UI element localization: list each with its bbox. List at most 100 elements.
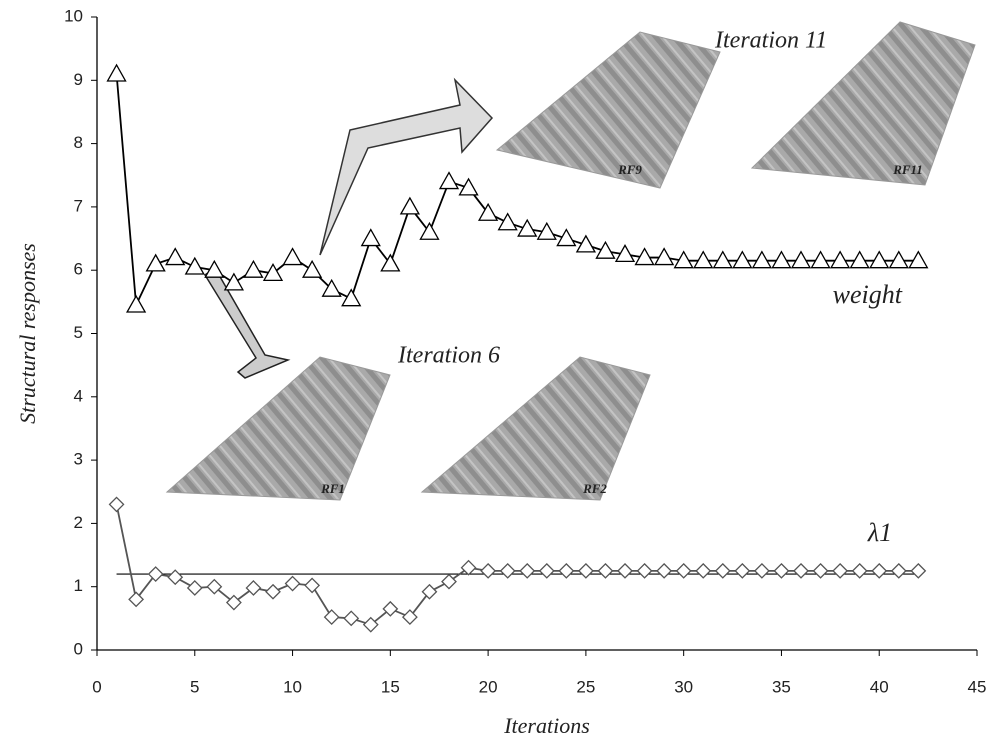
triangle-marker xyxy=(909,252,927,268)
surface-rf1 xyxy=(167,357,390,500)
x-tick-label: 25 xyxy=(576,677,595,696)
diamond-marker xyxy=(442,575,456,589)
triangle-marker xyxy=(714,252,732,268)
diamond-marker xyxy=(794,564,808,578)
diamond-marker xyxy=(286,577,300,591)
x-tick-label: 5 xyxy=(190,677,199,696)
triangle-marker xyxy=(596,242,614,258)
x-tick-label: 15 xyxy=(381,677,400,696)
y-tick-label: 10 xyxy=(64,6,83,25)
surface-rf9 xyxy=(497,32,720,188)
annotation: RF1 xyxy=(320,481,345,496)
series-label: λ1 xyxy=(867,518,892,547)
diamond-marker xyxy=(677,564,691,578)
triangle-marker xyxy=(831,252,849,268)
chart: 012345678910051015202530354045Iterations… xyxy=(0,0,1008,746)
diamond-marker xyxy=(833,564,847,578)
y-tick-label: 6 xyxy=(74,260,83,279)
arrows xyxy=(205,80,492,378)
x-tick-label: 10 xyxy=(283,677,302,696)
triangle-marker xyxy=(284,249,302,265)
diamond-marker xyxy=(872,564,886,578)
triangle-marker xyxy=(244,261,262,277)
triangle-marker xyxy=(870,252,888,268)
triangle-marker xyxy=(108,65,126,81)
annotation: RF2 xyxy=(582,481,607,496)
triangle-marker xyxy=(479,204,497,220)
diamond-marker xyxy=(755,564,769,578)
diamond-marker xyxy=(618,564,632,578)
diamond-marker xyxy=(598,564,612,578)
diamond-marker xyxy=(305,578,319,592)
triangle-marker xyxy=(401,198,419,214)
triangle-marker xyxy=(792,252,810,268)
y-tick-label: 9 xyxy=(74,70,83,89)
diamond-marker xyxy=(481,564,495,578)
triangle-marker xyxy=(420,223,438,239)
triangle-marker xyxy=(655,249,673,265)
triangle-marker xyxy=(753,252,771,268)
y-tick-label: 0 xyxy=(74,639,83,658)
triangle-marker xyxy=(577,236,595,252)
surface-rf2 xyxy=(422,357,650,500)
y-tick-label: 7 xyxy=(74,196,83,215)
x-tick-label: 40 xyxy=(870,677,889,696)
diamond-marker xyxy=(774,564,788,578)
arrow-down xyxy=(205,268,288,378)
x-tick-label: 45 xyxy=(968,677,987,696)
diamond-marker xyxy=(892,564,906,578)
x-tick-label: 35 xyxy=(772,677,791,696)
annotation: Iteration 11 xyxy=(714,28,827,54)
y-tick-label: 4 xyxy=(74,386,83,405)
series-label: weight xyxy=(833,280,903,309)
triangle-marker xyxy=(186,258,204,274)
triangle-marker xyxy=(225,274,243,290)
triangle-marker xyxy=(342,290,360,306)
triangle-marker xyxy=(127,296,145,312)
triangle-marker xyxy=(772,252,790,268)
y-tick-label: 8 xyxy=(74,133,83,152)
triangle-marker xyxy=(733,252,751,268)
diamond-marker xyxy=(579,564,593,578)
triangle-marker xyxy=(499,214,517,230)
y-tick-label: 5 xyxy=(74,323,83,342)
annotation: Iteration 6 xyxy=(397,343,500,369)
triangle-marker xyxy=(694,252,712,268)
triangle-marker xyxy=(147,255,165,271)
diamond-marker xyxy=(110,497,124,511)
diamond-marker xyxy=(168,570,182,584)
diamond-marker xyxy=(266,585,280,599)
series-line xyxy=(117,74,919,305)
diamond-marker xyxy=(246,581,260,595)
x-tick-label: 30 xyxy=(674,677,693,696)
diamond-marker xyxy=(657,564,671,578)
diamond-marker xyxy=(188,581,202,595)
diamond-marker xyxy=(814,564,828,578)
diamond-marker xyxy=(344,611,358,625)
triangle-marker xyxy=(518,220,536,236)
diamond-marker xyxy=(559,564,573,578)
y-axis-title: Structural responses xyxy=(15,243,40,424)
diamond-marker xyxy=(853,564,867,578)
y-tick-label: 1 xyxy=(74,576,83,595)
y-tick-label: 2 xyxy=(74,513,83,532)
triangle-marker xyxy=(362,230,380,246)
triangle-marker xyxy=(166,249,184,265)
x-tick-label: 20 xyxy=(479,677,498,696)
triangle-marker xyxy=(812,252,830,268)
triangle-marker xyxy=(851,252,869,268)
annotation: RF11 xyxy=(892,162,923,177)
diamond-marker xyxy=(911,564,925,578)
triangle-marker xyxy=(440,173,458,189)
triangle-marker xyxy=(303,261,321,277)
diamond-marker xyxy=(501,564,515,578)
annotation: RF9 xyxy=(617,162,642,177)
diamond-marker xyxy=(716,564,730,578)
y-tick-label: 3 xyxy=(74,450,83,469)
diamond-marker xyxy=(520,564,534,578)
diamond-marker xyxy=(638,564,652,578)
diamond-marker xyxy=(735,564,749,578)
arrow-up xyxy=(320,80,492,255)
x-tick-label: 0 xyxy=(92,677,101,696)
triangle-marker xyxy=(381,255,399,271)
